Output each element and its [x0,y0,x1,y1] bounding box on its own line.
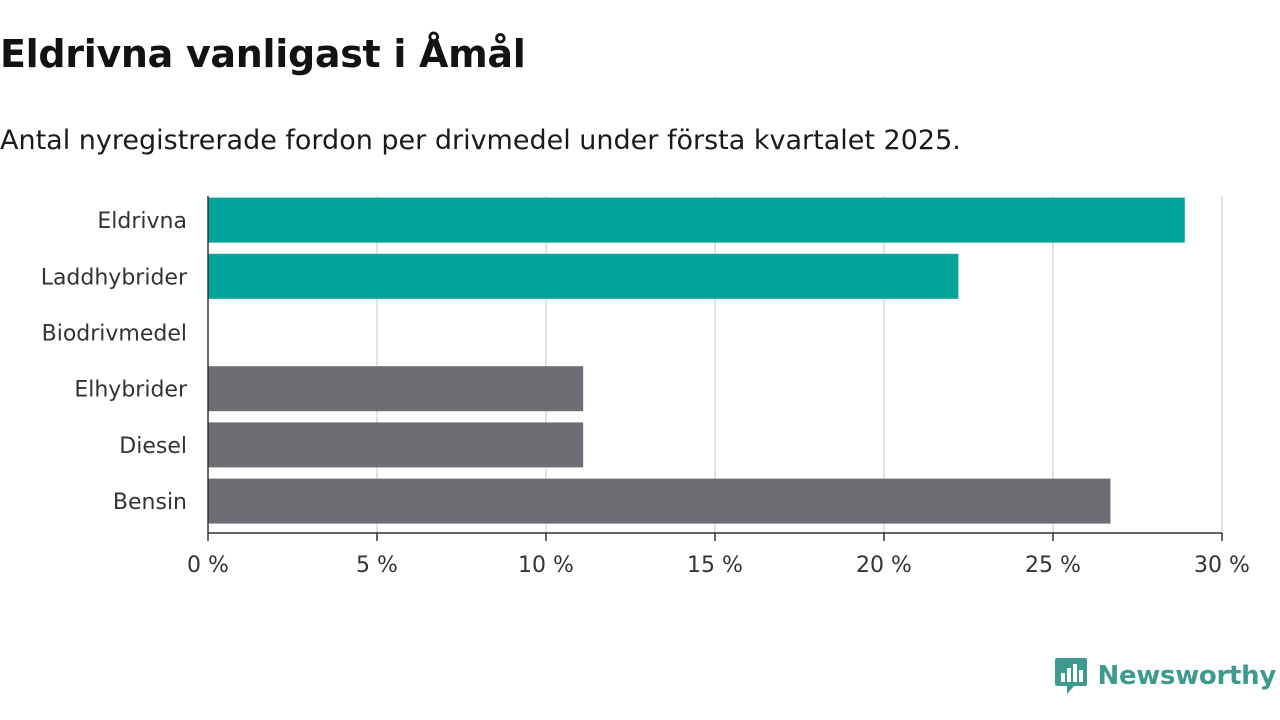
tick-label-0: 0 % [187,553,229,578]
newsworthy-logo: Newsworthy [1054,656,1276,696]
bar-elhybrider [208,366,584,412]
brand-name: Newsworthy [1097,661,1277,691]
category-label-laddhybrider: Laddhybrider [41,265,188,290]
bar-bensin [208,478,1111,524]
bars [208,197,1185,524]
category-label-biodrivmedel: Biodrivmedel [42,322,187,347]
tick-label-15: 15 % [687,553,743,578]
tick-label-30: 30 % [1194,553,1250,578]
x-axis: 0 % 5 % 10 % 15 % 20 % 25 % 30 % [187,196,1250,578]
bar-eldrivna [208,197,1185,243]
category-label-elhybrider: Elhybrider [74,378,188,403]
category-label-diesel: Diesel [119,434,187,459]
tick-label-5: 5 % [356,553,398,578]
category-label-bensin: Bensin [113,490,187,515]
chart-subtitle: Antal nyregistrerade fordon per drivmede… [0,125,961,156]
newsworthy-icon [1054,658,1087,694]
bar-laddhybrider [208,253,959,299]
tick-label-25: 25 % [1025,553,1081,578]
tick-label-20: 20 % [856,553,912,578]
gridlines [376,196,1223,533]
category-labels: Eldrivna Laddhybrider Biodrivmedel Elhybrid… [41,209,188,515]
tick-label-10: 10 % [518,553,574,578]
chart-title: Eldrivna vanligast i Åmål [0,32,526,76]
category-label-eldrivna: Eldrivna [97,209,187,234]
bar-diesel [208,422,584,468]
